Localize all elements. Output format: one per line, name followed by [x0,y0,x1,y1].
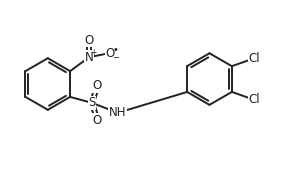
Text: S: S [88,96,96,109]
Text: •: • [113,45,119,55]
Text: +: + [90,48,97,57]
Text: O: O [84,34,94,47]
Text: NH: NH [109,106,126,119]
Text: Cl: Cl [249,93,260,106]
Text: Cl: Cl [249,52,260,65]
Text: −: − [112,53,119,62]
Text: O: O [105,47,114,60]
Text: N: N [85,51,93,64]
Text: O: O [92,114,102,127]
Text: O: O [92,79,102,92]
